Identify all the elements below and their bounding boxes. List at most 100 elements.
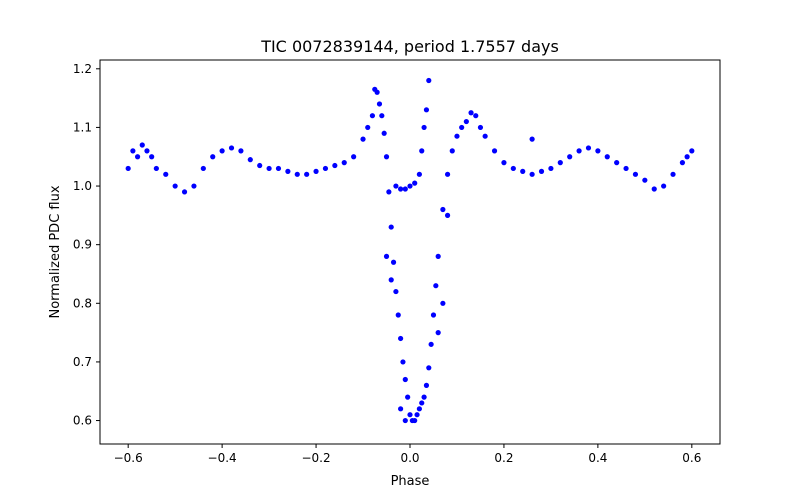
data-point [398,406,404,412]
data-point [407,183,413,189]
y-axis-label: Normalized PDC flux [48,185,63,318]
data-point [463,118,469,125]
data-point [322,165,329,172]
data-point [386,189,392,195]
data-point [285,168,291,174]
x-tick-label: 0.6 [682,451,701,465]
data-point [670,171,676,177]
data-point [228,145,235,151]
data-point [210,154,216,160]
data-point [172,183,178,189]
data-point [520,168,526,174]
data-point [402,376,408,383]
data-point [454,133,460,139]
data-point [376,101,383,107]
data-point [395,312,401,318]
data-point [247,157,253,163]
y-tick-label: 0.6 [73,414,92,428]
data-point [529,171,535,177]
data-point [407,412,413,418]
data-point [181,189,188,195]
data-point [423,382,430,388]
data-point [294,171,300,177]
data-point [416,406,422,412]
data-point [383,253,390,259]
data-point [491,148,498,154]
data-point [388,277,394,283]
data-point [134,154,141,160]
data-point [477,124,484,131]
data-point [414,412,420,418]
data-point [144,148,150,154]
data-point [661,183,667,189]
data-point [379,113,385,119]
x-tick-label: −0.2 [301,451,330,465]
data-point [374,89,380,95]
data-point [419,400,425,406]
x-tick-label: 0.2 [494,451,513,465]
data-point [153,165,159,172]
data-point [257,162,263,169]
data-point [576,148,582,154]
data-point [421,124,427,131]
data-point [383,154,390,160]
data-point [191,183,197,189]
y-tick-label: 0.7 [73,355,92,369]
data-point [402,186,408,192]
data-point [332,162,338,169]
data-point [585,145,592,151]
data-point [416,171,422,177]
data-point [390,259,397,265]
data-point [398,186,404,192]
x-tick-label: 0.0 [400,451,419,465]
x-axis-ticks: −0.6 −0.4 −0.2 0.0 0.2 0.4 0.6 [114,444,701,465]
data-point [444,171,451,177]
data-point [130,148,136,154]
data-point [501,160,507,166]
data-point [313,168,319,174]
data-point [557,160,563,166]
data-point [149,154,155,160]
data-point [393,288,399,295]
data-point [548,165,554,172]
data-point [468,110,474,116]
y-tick-label: 0.9 [73,238,92,252]
x-tick-label: 0.4 [588,451,607,465]
data-point [341,160,347,166]
data-point [604,154,610,160]
data-point [642,177,648,183]
data-point [266,165,272,172]
x-tick-label: −0.6 [114,451,143,465]
data-point [538,168,545,174]
data-point [679,160,686,166]
data-point [449,148,455,154]
data-point [402,417,408,424]
data-point [423,107,430,113]
data-point [381,130,387,136]
data-point [529,136,535,142]
data-point [426,365,432,371]
data-point [393,183,399,189]
chart-title: TIC 0072839144, period 1.7557 days [260,37,559,56]
data-point [623,165,629,172]
y-axis-ticks: 0.6 0.7 0.8 0.9 1.0 1.1 1.2 [73,62,100,428]
data-point [304,171,310,177]
y-tick-label: 1.0 [73,179,92,193]
data-point [200,165,206,172]
data-point [365,124,371,131]
data-point [351,154,357,160]
data-point [419,148,425,154]
y-tick-label: 1.2 [73,62,92,76]
data-point [473,113,479,119]
data-point [360,136,366,142]
x-tick-label: −0.4 [208,451,237,465]
data-point [444,212,451,218]
data-point [388,224,394,230]
data-point [684,154,690,160]
data-points [125,77,695,424]
data-point [398,335,404,342]
data-point [369,113,376,119]
data-point [482,133,488,139]
data-point [440,300,446,306]
data-point [412,180,418,186]
